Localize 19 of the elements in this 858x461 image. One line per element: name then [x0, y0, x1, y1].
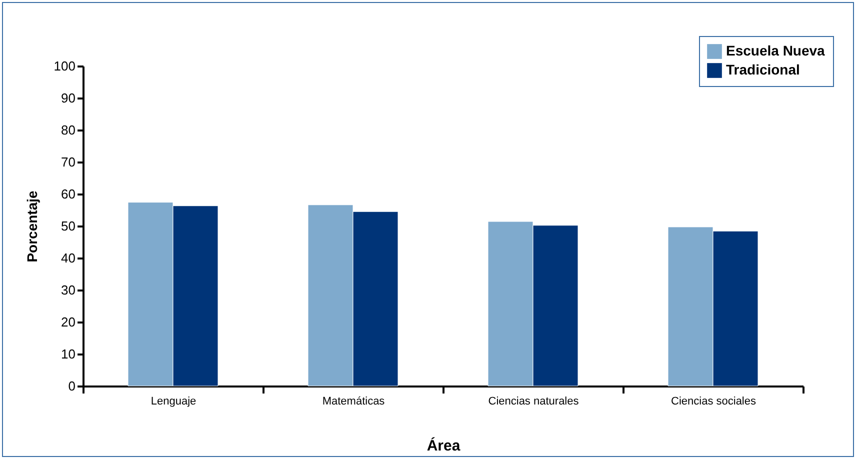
y-tick-label: 80 — [61, 122, 76, 138]
y-tick-label: 40 — [61, 250, 76, 266]
x-tick-label: Ciencias naturales — [488, 396, 580, 408]
y-axis-title: Porcentaje — [24, 190, 40, 262]
x-tick-label: Matemáticas — [322, 396, 386, 408]
legend-label: Tradicional — [726, 62, 800, 78]
x-tick-label: Lenguaje — [150, 396, 196, 408]
x-tick-label: Ciencias sociales — [671, 396, 756, 408]
y-tick-label: 0 — [68, 378, 76, 394]
y-tick-label: 30 — [61, 282, 76, 298]
y-tick-label: 70 — [61, 154, 76, 170]
y-tick-label: 90 — [61, 90, 76, 106]
y-tick-label: 100 — [54, 58, 76, 74]
x-axis-title: Área — [426, 436, 461, 454]
y-tick-label: 20 — [61, 314, 76, 330]
y-tick-label: 50 — [61, 218, 76, 234]
legend-label: Escuela Nueva — [726, 42, 826, 58]
y-tick-label: 60 — [61, 186, 76, 202]
y-tick-label: 10 — [61, 346, 76, 362]
